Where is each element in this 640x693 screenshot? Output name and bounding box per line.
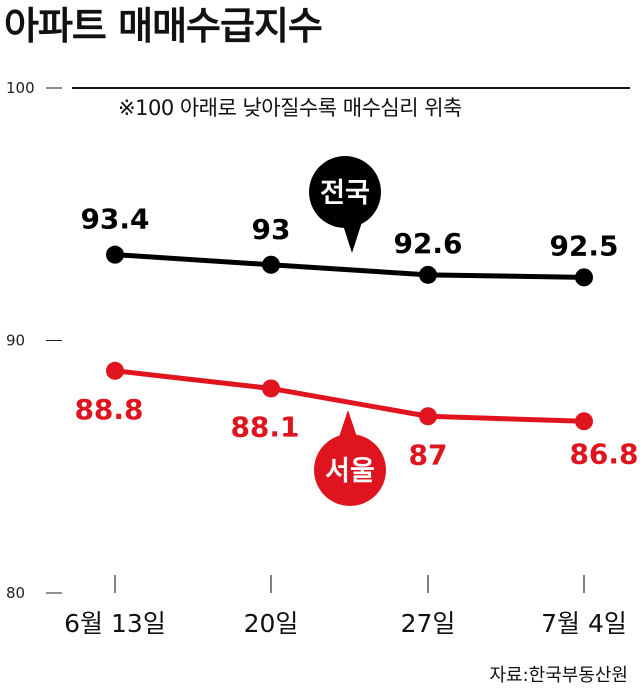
series-line-national <box>114 252 585 280</box>
y-tick-label: 80 <box>6 584 25 602</box>
data-label: 87 <box>409 438 448 471</box>
x-tick-label: 20일 <box>244 609 299 638</box>
data-label: 88.1 <box>230 410 299 443</box>
data-label: 92.5 <box>549 229 618 262</box>
x-tick-label: 27일 <box>401 609 456 638</box>
data-point <box>106 245 124 264</box>
data-label: 93.4 <box>80 203 149 236</box>
series-name-label: 전국 <box>320 178 370 209</box>
data-label: 92.6 <box>393 227 462 260</box>
x-tick-label: 6월 13일 <box>64 609 166 638</box>
y-tick-label: 90 <box>6 332 25 350</box>
callout-pointer <box>342 222 362 253</box>
data-point <box>575 268 593 287</box>
chart-title: 아파트 매매수급지수 <box>4 4 323 48</box>
data-point <box>419 407 437 426</box>
source-note: 자료:한국부동산원 <box>489 665 628 686</box>
data-label: 86.8 <box>569 437 638 470</box>
x-tick-label: 7월 4일 <box>541 609 627 638</box>
callout-bubble <box>309 156 381 228</box>
series-line-seoul <box>114 368 585 424</box>
data-point <box>106 361 124 380</box>
data-point <box>575 412 593 431</box>
data-label: 93 <box>252 213 291 246</box>
data-point <box>262 255 280 274</box>
callout-bubble <box>314 434 386 506</box>
y-tick-label: 100 <box>6 79 35 97</box>
series-name-label: 서울 <box>325 456 375 487</box>
chart-note: ※100 아래로 낮아질수록 매수심리 위축 <box>118 96 462 120</box>
data-point <box>262 379 280 398</box>
data-label: 88.8 <box>74 393 143 426</box>
data-point <box>419 265 437 284</box>
callout-pointer <box>338 410 358 440</box>
